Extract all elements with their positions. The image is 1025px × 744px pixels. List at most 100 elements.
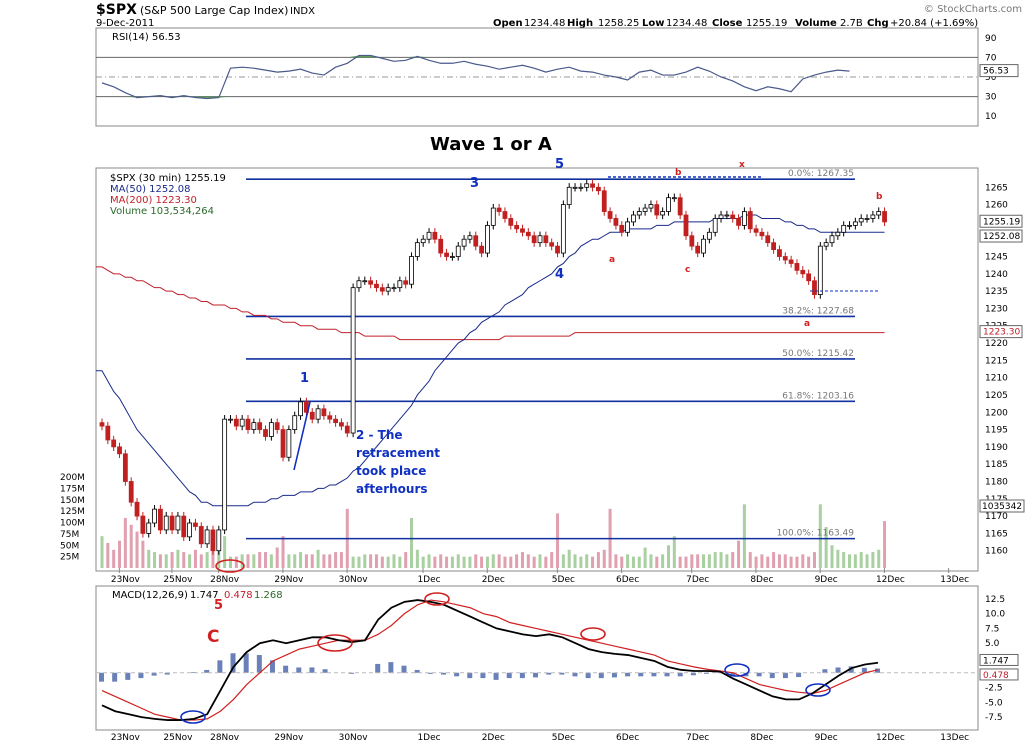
volume-bar: [287, 554, 291, 568]
candle-body: [239, 418, 245, 427]
candle-body: [514, 224, 520, 230]
rsi-tick-label-10: 10: [985, 112, 997, 122]
volume-bar: [199, 554, 203, 568]
macd-histogram-bar: [690, 672, 696, 676]
candle-body: [111, 439, 117, 448]
volume-bar: [474, 554, 478, 568]
fib-label-0: 0.0%: 1267.35: [788, 169, 854, 179]
wave-4-label: 4: [555, 267, 564, 282]
volume-bar: [316, 549, 320, 568]
candle-body: [420, 238, 426, 244]
price-tick-label-1205: 1205: [985, 391, 1008, 401]
volume-bar: [450, 556, 454, 568]
price-tick-label-1200: 1200: [985, 408, 1008, 418]
macd-histogram-bar: [493, 672, 499, 680]
volume-bar: [538, 554, 542, 568]
candle-body: [105, 425, 111, 441]
macd-histogram-bar: [112, 672, 118, 682]
wave-2-line1: 2 - The: [356, 428, 403, 442]
candle-body: [724, 214, 730, 217]
candle-body: [280, 429, 286, 458]
macd-histogram-bar: [401, 665, 407, 673]
wave-2-line3: took place: [356, 464, 426, 478]
signal-last-box: [979, 668, 1019, 681]
volume-bar: [123, 517, 127, 568]
candle-body: [333, 418, 339, 424]
volume-bar: [374, 554, 378, 568]
candle-body: [350, 287, 356, 434]
candle-body: [823, 242, 829, 247]
volume-bar: [258, 552, 262, 568]
macd-histogram-bar: [835, 667, 841, 673]
volume-bar: [842, 552, 846, 568]
macd-histogram-bar: [559, 672, 565, 675]
volume-bar: [567, 549, 571, 568]
volume-tick-label-175M: 175M: [60, 484, 85, 494]
candle-body: [666, 197, 671, 212]
volume-bar: [351, 556, 355, 568]
volume-tick-label-75M: 75M: [60, 530, 79, 540]
macd-histogram-bar: [191, 672, 197, 673]
candle-body: [146, 522, 152, 534]
rsi-tick-label-30: 30: [985, 93, 997, 103]
macd-x-label-9Dec: 9Dec: [815, 733, 838, 743]
candle-body: [426, 231, 432, 240]
high-value: 1258.25: [598, 18, 639, 29]
candle-body: [245, 418, 251, 430]
volume-bar: [421, 556, 425, 568]
price-legend-spx: $SPX (30 min) 1255.19: [110, 173, 226, 184]
candle-body: [198, 526, 204, 545]
price-last-label-1: 1252.08: [983, 232, 1020, 242]
open-value: 1234.48: [524, 18, 565, 29]
candle-body: [140, 515, 146, 534]
wave-3-label: 3: [470, 176, 479, 191]
label-c1: c: [685, 265, 690, 275]
candle-body: [689, 235, 695, 247]
price-tick-label-1265: 1265: [985, 183, 1008, 193]
volume-bar: [550, 552, 554, 568]
macd-annotation-circle-4: [724, 663, 750, 677]
volume-bar: [614, 554, 618, 568]
volume-bar: [193, 549, 197, 568]
candle-body: [771, 242, 776, 250]
price-tick-label-1230: 1230: [985, 304, 1008, 314]
candle-body: [864, 218, 870, 220]
macd-annotation-circle-5: [805, 683, 831, 697]
volume-bar: [807, 556, 811, 568]
price-panel-frame: [95, 167, 979, 572]
macd-histogram-bar: [822, 669, 828, 673]
candle-body: [601, 190, 607, 212]
price-tick-label-1195: 1195: [985, 426, 1008, 436]
volume-bar: [678, 556, 682, 568]
candle-body: [210, 529, 216, 552]
volume-bar: [777, 554, 781, 568]
macd-histogram-bar: [217, 660, 223, 673]
volume-bar: [503, 556, 507, 568]
volume-bar: [480, 556, 484, 568]
volume-bar: [468, 556, 472, 568]
open-label: Open: [493, 18, 523, 29]
volume-bar: [649, 554, 653, 568]
volume-bar: [818, 504, 822, 568]
candle-body: [882, 211, 887, 223]
volume-bar: [626, 554, 630, 568]
volume-bar: [404, 552, 408, 568]
candle-body: [753, 228, 759, 233]
price-legend-ma50: MA(50) 1252.08: [110, 184, 191, 195]
volume-bar: [591, 556, 595, 568]
chart-date: 9-Dec-2011: [96, 18, 154, 29]
candle-body: [560, 204, 566, 254]
symbol: $SPX: [96, 2, 137, 18]
candle-body: [841, 224, 847, 233]
volume-bar: [334, 552, 338, 568]
price-legend-volume: Volume 103,534,264: [110, 206, 214, 217]
candle-body: [712, 218, 718, 233]
x-label-7Dec: 7Dec: [686, 575, 709, 585]
candle-body: [584, 183, 590, 188]
macd-x-label-25Nov: 25Nov: [163, 733, 193, 743]
candle-body: [683, 214, 689, 237]
macd-histogram-bar: [138, 672, 144, 679]
volume-bar: [520, 552, 524, 568]
candle-body: [368, 280, 374, 285]
candle-body: [467, 235, 473, 240]
